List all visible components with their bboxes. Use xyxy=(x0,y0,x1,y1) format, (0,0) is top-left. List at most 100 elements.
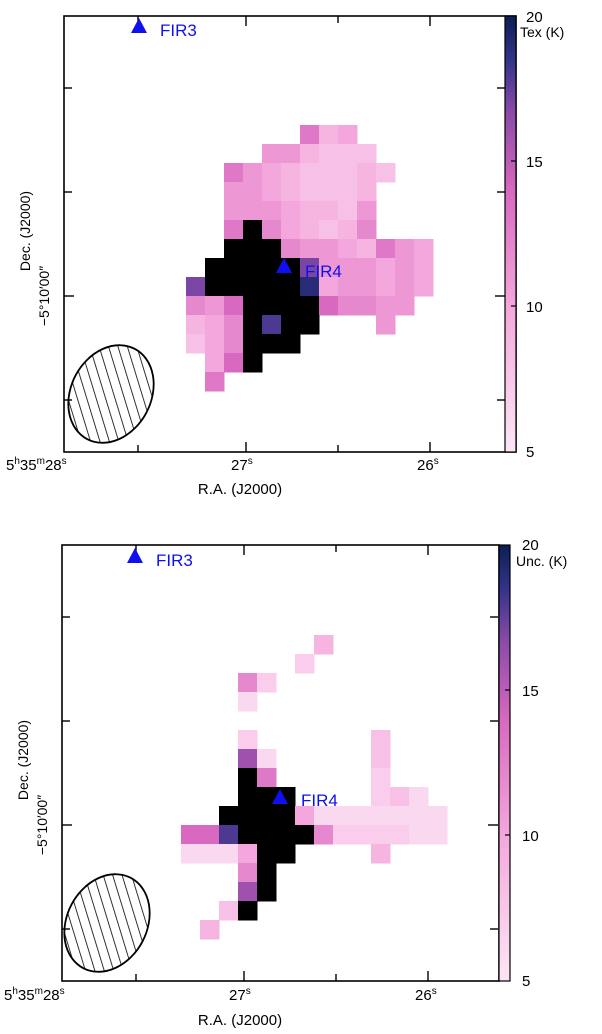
heatmap-cell xyxy=(238,863,258,883)
heatmap-cell xyxy=(243,258,263,278)
heatmap-cell xyxy=(181,825,201,845)
marker-fir4: FIR4 xyxy=(276,258,342,281)
heatmap-cell xyxy=(295,654,315,674)
heatmap-cell xyxy=(395,296,415,316)
heatmap-cell xyxy=(333,825,353,845)
heatmap-cell xyxy=(262,277,282,297)
heatmap-cell xyxy=(276,825,296,845)
colorbar-tick-label: 5 xyxy=(522,973,530,990)
heatmap-cell xyxy=(224,182,244,202)
heatmap-cell xyxy=(238,768,258,788)
x-tick-label: 26s xyxy=(417,456,439,474)
x-axis-label: R.A. (J2000) xyxy=(198,1012,282,1029)
heatmap-cell xyxy=(243,220,263,240)
heatmap-cell xyxy=(262,258,282,278)
heatmap-cell xyxy=(300,125,320,145)
fir4-triangle-icon xyxy=(276,258,292,273)
heatmap-cell xyxy=(238,901,258,921)
heatmap-cell xyxy=(257,863,277,883)
heatmap-cell xyxy=(281,239,301,259)
heatmap-cell xyxy=(319,277,339,297)
heatmap-cell xyxy=(238,806,258,826)
heatmap-cell xyxy=(219,806,239,826)
heatmap-cell xyxy=(224,296,244,316)
heatmap-cell xyxy=(371,730,391,750)
heatmap-cell xyxy=(376,258,396,278)
heatmap-cell xyxy=(243,334,263,354)
marker-fir4: FIR4 xyxy=(272,789,338,810)
heatmap-cell xyxy=(257,749,277,769)
y-tick-label: −5°10′00″ xyxy=(36,266,52,326)
heatmap-cell xyxy=(205,296,225,316)
heatmap-cell xyxy=(257,787,277,807)
colorbar-tick-label: 20 xyxy=(526,9,543,26)
heatmap-cell xyxy=(205,258,225,278)
colorbar xyxy=(498,544,511,982)
heatmap-cell xyxy=(295,806,315,826)
heatmap-cell xyxy=(200,825,220,845)
beam-ellipse xyxy=(67,344,155,444)
heatmap-cell xyxy=(200,920,220,940)
heatmap-cell xyxy=(276,806,296,826)
heatmap-cell xyxy=(319,239,339,259)
fir3-triangle-icon xyxy=(131,18,147,33)
heatmap-cell xyxy=(409,806,429,826)
x-tick-label: 27s xyxy=(229,986,251,1004)
heatmap-cell xyxy=(352,825,372,845)
heatmap-cell xyxy=(338,182,358,202)
heatmap-cell xyxy=(243,239,263,259)
heatmap-cell xyxy=(219,844,239,864)
heatmap-cell xyxy=(300,315,320,335)
heatmap-cell xyxy=(428,806,448,826)
heatmap-cell xyxy=(357,258,377,278)
heatmap-cell xyxy=(186,315,206,335)
heatmap-cell xyxy=(219,901,239,921)
heatmap-cell xyxy=(371,806,391,826)
heatmap-cell xyxy=(281,334,301,354)
colorbar-tick-label: 15 xyxy=(526,154,543,171)
x-tick-label: 26s xyxy=(415,986,437,1004)
colorbar-tick-label: 5 xyxy=(526,444,534,461)
heatmap-cell xyxy=(300,258,320,278)
heatmap-cell xyxy=(319,296,339,316)
heatmap-cell xyxy=(300,201,320,221)
heatmap-cell xyxy=(390,825,410,845)
heatmap-cell xyxy=(238,844,258,864)
heatmap-cell xyxy=(186,334,206,354)
colorbar-tick-label: 10 xyxy=(522,828,539,845)
heatmap-cell xyxy=(357,144,377,164)
heatmap-cell xyxy=(243,163,263,183)
fir3-label: FIR3 xyxy=(160,21,197,40)
x-axis-label: R.A. (J2000) xyxy=(198,481,282,498)
heatmap-cell xyxy=(357,296,377,316)
heatmap-cell xyxy=(395,258,415,278)
fir3-triangle-icon xyxy=(127,548,143,563)
fir4-label: FIR4 xyxy=(301,791,338,810)
heatmap-cell xyxy=(224,239,244,259)
y-tick-label: −5°10′00″ xyxy=(34,795,50,855)
heatmap-cell xyxy=(371,787,391,807)
colorbar-tick-label: 15 xyxy=(522,683,539,700)
heatmap-cell xyxy=(300,144,320,164)
heatmap-cell xyxy=(300,182,320,202)
heatmap-cell xyxy=(238,730,258,750)
heatmap-cell xyxy=(238,673,258,693)
heatmap-cell xyxy=(281,144,301,164)
heatmap-cell xyxy=(257,825,277,845)
heatmap-cell xyxy=(205,353,225,373)
marker-fir3: FIR3 xyxy=(131,18,197,40)
heatmap-cell xyxy=(243,353,263,373)
x-tick-label: 5h35m28s xyxy=(4,986,65,1004)
heatmap-cell xyxy=(243,277,263,297)
heatmap-cell xyxy=(205,372,225,392)
heatmap-cell xyxy=(371,844,391,864)
heatmap-cell xyxy=(300,163,320,183)
heatmap-cell xyxy=(338,258,358,278)
heatmap-cell xyxy=(281,201,301,221)
heatmap-cell xyxy=(295,825,315,845)
heatmap-cell xyxy=(224,201,244,221)
heatmap-cell xyxy=(238,825,258,845)
heatmap-cell xyxy=(300,277,320,297)
heatmap-cell xyxy=(319,182,339,202)
fir4-label: FIR4 xyxy=(305,262,342,281)
